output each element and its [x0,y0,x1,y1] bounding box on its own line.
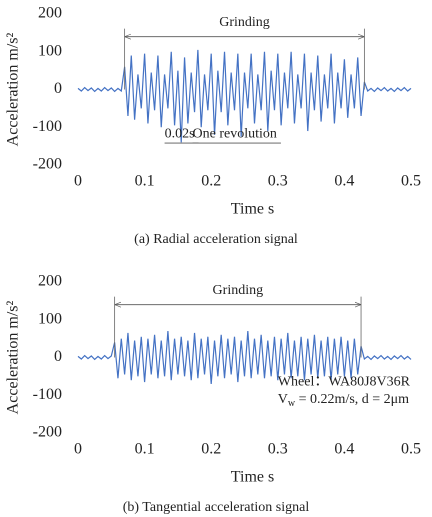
x-tick-label: 0 [74,441,82,458]
x-axis-label: Time s [231,469,274,486]
x-tick-label: 0.5 [401,441,421,458]
annotation: Grinding [213,283,264,298]
x-tick-label: 0.3 [268,441,288,458]
note-part: V [278,392,288,407]
y-tick-label: 200 [38,5,62,22]
y-axis-label: Acceleration m/s² [5,32,22,146]
signal-line [77,49,412,143]
signal-line [77,331,412,384]
x-tick-label: 0.5 [401,173,421,190]
annotation: One revolution [193,126,277,141]
x-tick-label: 0.2 [201,173,221,190]
x-tick-label: 0.4 [334,173,354,190]
x-tick-label: 0.4 [334,441,354,458]
y-tick-label: -100 [33,118,62,135]
annotation: Grinding [219,15,270,30]
x-tick-label: 0.1 [135,173,155,190]
y-tick-label: 0 [54,80,62,97]
y-tick-label: 0 [54,348,62,365]
caption: (b) Tangential acceleration signal [123,500,310,515]
x-tick-label: 0.1 [135,441,155,458]
y-tick-label: -200 [33,156,62,173]
caption: (a) Radial acceleration signal [134,232,298,247]
y-tick-label: 100 [38,310,62,327]
y-tick-label: 100 [38,42,62,59]
y-tick-label: -100 [33,386,62,403]
x-tick-label: 0.3 [268,173,288,190]
note-part: = 0.22m/s, d = 2μm [295,392,409,407]
x-tick-label: 0.2 [201,441,221,458]
note: Vw = 0.22m/s, d = 2μm [278,392,409,409]
note: Wheel：WA80J8V36R [278,374,411,389]
y-axis-label: Acceleration m/s² [5,300,22,414]
x-tick-label: 0 [74,173,82,190]
y-tick-label: 200 [38,273,62,290]
y-tick-label: -200 [33,424,62,441]
x-axis-label: Time s [231,201,274,218]
annotation: 0.02s [165,126,195,141]
note-subscript: w [288,398,296,409]
